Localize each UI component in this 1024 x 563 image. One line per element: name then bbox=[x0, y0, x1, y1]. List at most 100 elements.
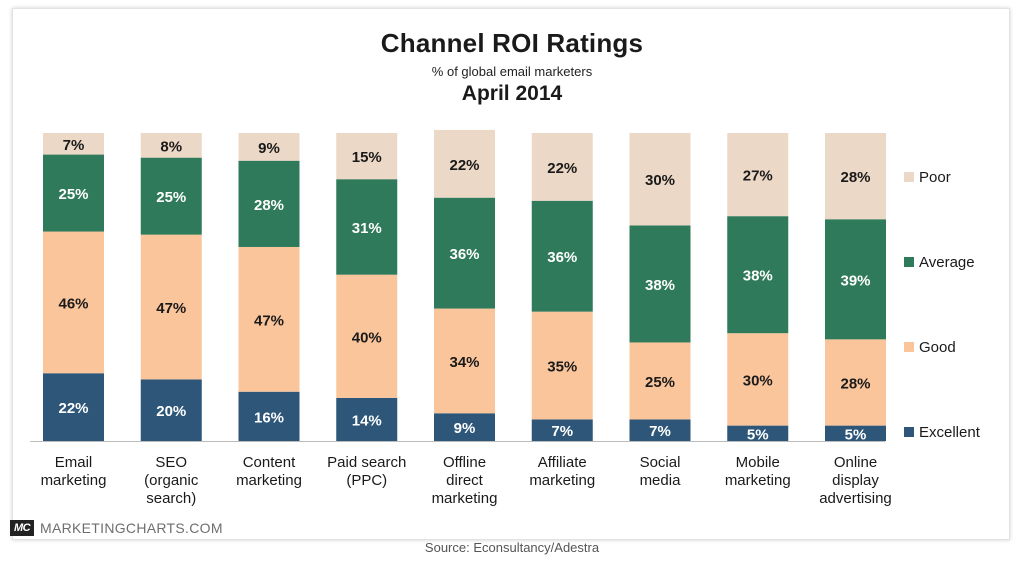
data-label: 36% bbox=[547, 249, 577, 266]
chart-date: April 2014 bbox=[461, 82, 563, 105]
bar-segment-excellent bbox=[140, 379, 202, 441]
category-label: marketing bbox=[432, 490, 498, 507]
legend-swatch-good bbox=[904, 342, 914, 352]
bar-segment-average bbox=[140, 157, 202, 235]
brand-name: MARKETINGCHARTS.COM bbox=[40, 520, 223, 536]
data-label: 16% bbox=[254, 409, 284, 426]
bar-segment-excellent bbox=[531, 419, 593, 441]
bar-segment-average bbox=[43, 154, 104, 232]
legend-label-good: Good bbox=[919, 339, 956, 356]
category-label: marketing bbox=[41, 472, 107, 489]
category-label: (PPC) bbox=[346, 472, 387, 489]
bar-segment-average bbox=[238, 160, 300, 247]
data-label: 22% bbox=[449, 157, 479, 174]
bar-segment-poor bbox=[434, 129, 495, 198]
legend-label-poor: Poor bbox=[919, 169, 951, 186]
data-label: 7% bbox=[63, 137, 85, 154]
source-note: Source: Econsultancy/Adestra bbox=[424, 540, 600, 555]
bar-segment-poor bbox=[531, 133, 593, 201]
data-label: 9% bbox=[258, 140, 280, 157]
bar-segment-excellent bbox=[629, 419, 691, 441]
data-label: 25% bbox=[58, 186, 88, 203]
data-label: 8% bbox=[160, 138, 182, 155]
bar-segment-excellent bbox=[336, 397, 398, 441]
category-label: Paid search bbox=[327, 454, 406, 471]
category-label: marketing bbox=[236, 472, 302, 489]
bar-segment-good bbox=[531, 311, 593, 420]
bar-segment-average bbox=[531, 200, 593, 312]
bar-segment-poor bbox=[727, 133, 789, 217]
bar-segment-good bbox=[238, 246, 300, 392]
data-label: 36% bbox=[449, 246, 479, 263]
bar-segment-poor bbox=[238, 133, 300, 161]
data-label: 5% bbox=[845, 426, 867, 443]
data-label: 39% bbox=[840, 272, 870, 289]
category-label: Content bbox=[243, 454, 296, 471]
data-label: 15% bbox=[352, 149, 382, 166]
data-label: 22% bbox=[547, 160, 577, 177]
category-label: (organic bbox=[144, 472, 199, 489]
data-label: 38% bbox=[743, 268, 773, 285]
marketingcharts-logo: MC bbox=[10, 520, 34, 536]
category-label: Affiliate bbox=[538, 454, 587, 471]
bar-segment-poor bbox=[43, 133, 104, 155]
bar-segment-poor bbox=[336, 133, 398, 180]
bar-segment-average bbox=[825, 219, 886, 340]
category-label: SEO bbox=[155, 454, 187, 471]
category-label: Mobile bbox=[736, 454, 780, 471]
data-label: 9% bbox=[454, 420, 476, 437]
data-label: 34% bbox=[449, 354, 479, 371]
bar-segment-excellent bbox=[238, 391, 300, 441]
bar-segment-excellent bbox=[43, 373, 104, 441]
category-label: direct bbox=[446, 472, 484, 489]
chart-title: Channel ROI Ratings bbox=[380, 28, 644, 58]
data-label: 47% bbox=[254, 312, 284, 329]
bar-segment-excellent bbox=[434, 413, 495, 441]
brand: MC MARKETINGCHARTS.COM bbox=[10, 519, 223, 537]
data-label: 27% bbox=[743, 168, 773, 185]
bar-segment-good bbox=[629, 342, 691, 420]
chart-subtitle: % of global email marketers bbox=[431, 64, 593, 79]
data-label: 28% bbox=[840, 169, 870, 186]
bar-segment-average bbox=[434, 197, 495, 309]
data-label: 31% bbox=[352, 220, 382, 237]
data-label: 25% bbox=[645, 374, 675, 391]
category-label: Online bbox=[834, 454, 877, 471]
bar-segment-average bbox=[336, 179, 398, 275]
legend-label-excellent: Excellent bbox=[919, 424, 981, 441]
bar-segment-good bbox=[727, 333, 789, 426]
bar-segment-excellent bbox=[727, 425, 789, 441]
data-label: 35% bbox=[547, 359, 577, 376]
category-label: marketing bbox=[529, 472, 595, 489]
legend-swatch-poor bbox=[904, 172, 914, 182]
data-label: 30% bbox=[645, 172, 675, 189]
category-label: Social bbox=[640, 454, 681, 471]
bar-segment-excellent bbox=[825, 425, 886, 441]
bar-segment-good bbox=[140, 234, 202, 380]
bar-segment-good bbox=[43, 231, 104, 374]
category-label: advertising bbox=[819, 490, 892, 507]
bar-segment-average bbox=[727, 216, 789, 334]
data-label: 5% bbox=[747, 426, 769, 443]
bar-segment-poor bbox=[825, 133, 886, 220]
data-label: 22% bbox=[58, 400, 88, 417]
data-label: 46% bbox=[58, 295, 88, 312]
legend-label-average: Average bbox=[919, 254, 975, 271]
data-label: 28% bbox=[840, 375, 870, 392]
category-label: display bbox=[832, 472, 879, 489]
data-label: 7% bbox=[551, 423, 573, 440]
data-label: 25% bbox=[156, 189, 186, 206]
category-label: marketing bbox=[725, 472, 791, 489]
bar-segment-average bbox=[629, 225, 691, 343]
data-label: 38% bbox=[645, 277, 675, 294]
legend-swatch-excellent bbox=[904, 427, 914, 437]
category-label: Email bbox=[55, 454, 93, 471]
data-label: 28% bbox=[254, 197, 284, 214]
category-label: media bbox=[640, 472, 682, 489]
data-label: 14% bbox=[352, 412, 382, 429]
data-label: 47% bbox=[156, 300, 186, 317]
bar-segment-good bbox=[336, 274, 398, 398]
category-label: search) bbox=[146, 490, 196, 507]
data-label: 20% bbox=[156, 403, 186, 420]
